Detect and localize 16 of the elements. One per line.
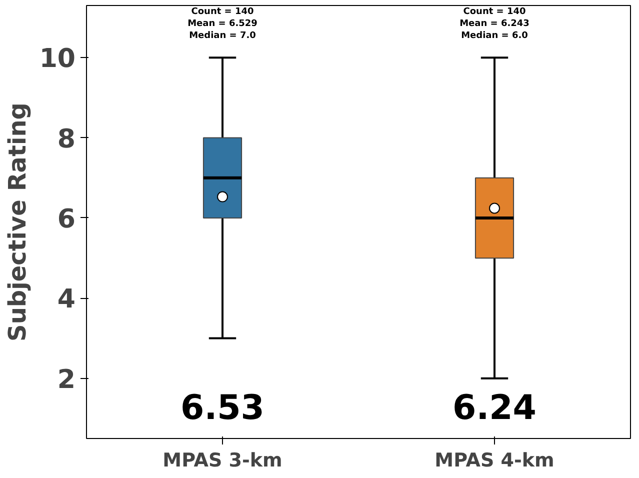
y-tick-label: 10 xyxy=(39,44,76,74)
annotation: Count = 140 xyxy=(463,6,526,17)
x-tick-label: MPAS 4-km xyxy=(434,450,554,472)
annotation: Mean = 6.243 xyxy=(460,19,530,30)
annotation: Mean = 6.529 xyxy=(188,19,258,30)
y-tick-label: 8 xyxy=(57,124,76,154)
y-tick-label: 6 xyxy=(57,204,76,234)
annotation: Median = 6.0 xyxy=(461,31,528,42)
y-axis-title: Subjective Rating xyxy=(3,102,32,342)
annotation: 6.24 xyxy=(452,388,536,428)
y-tick-label: 2 xyxy=(57,364,76,395)
y-tick-label: 4 xyxy=(57,284,76,315)
annotation: Count = 140 xyxy=(191,6,254,17)
annotation: Median = 7.0 xyxy=(189,31,256,42)
annotation: 6.53 xyxy=(180,388,264,428)
x-tick-label: MPAS 3-km xyxy=(162,450,282,472)
